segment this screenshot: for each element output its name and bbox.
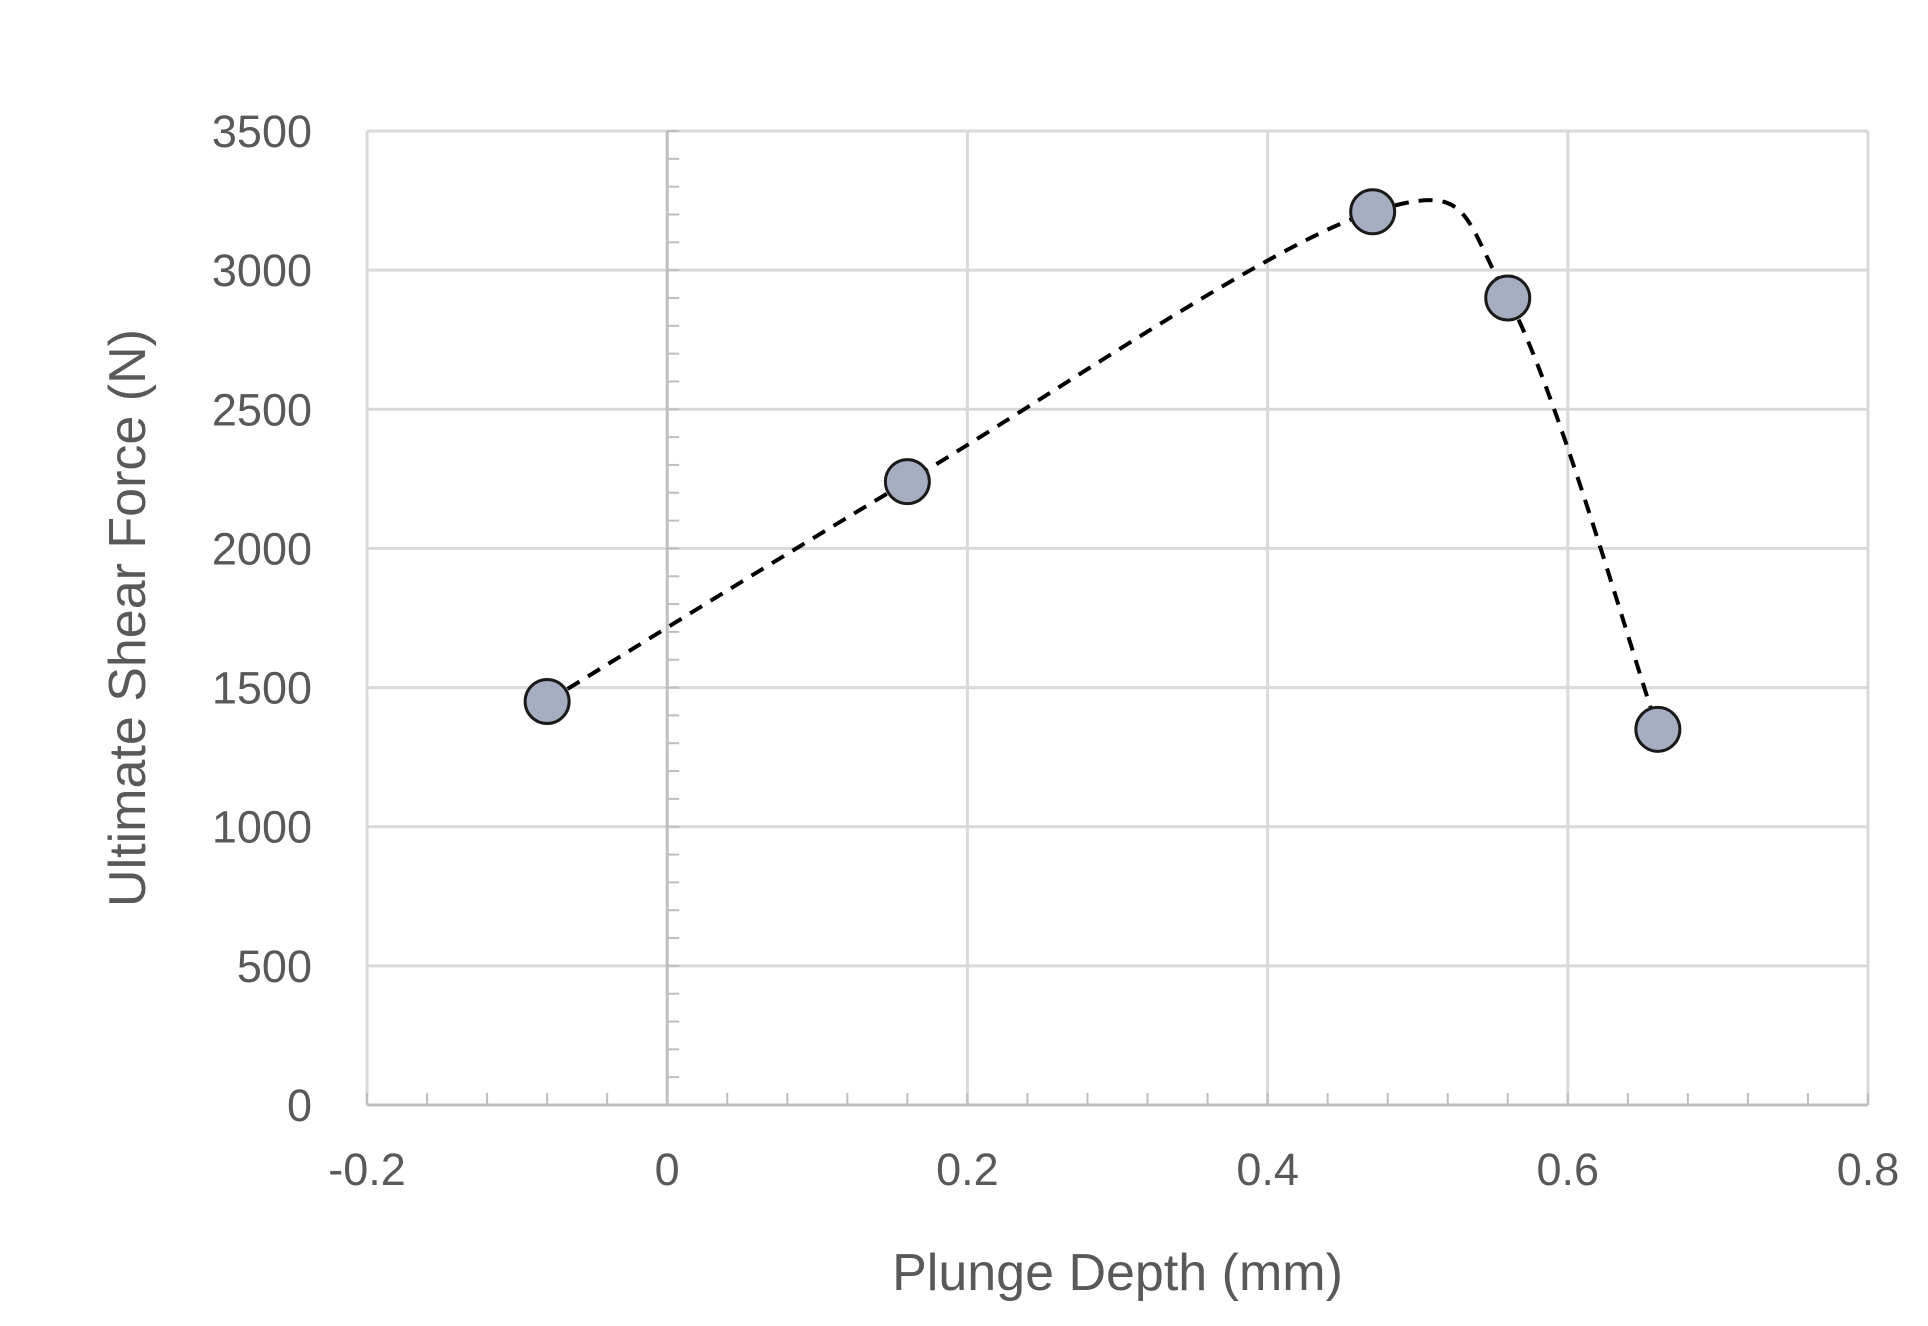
y-axis-title: Ultimate Shear Force (N) (99, 329, 157, 907)
axes (367, 131, 1868, 1107)
y-tick-label: 3500 (212, 106, 312, 157)
y-tick-label: 2500 (212, 384, 312, 435)
x-axis-title: Plunge Depth (mm) (892, 1244, 1343, 1302)
grid-lines (365, 129, 1870, 1105)
y-tick-labels: 0 500 1000 1500 2000 2500 3000 3500 (212, 106, 312, 1131)
x-tick-label: 0 (655, 1144, 680, 1195)
x-tick-label: 0.8 (1837, 1144, 1900, 1195)
trend-line-group (546, 198, 1660, 730)
x-tick-label: 0.4 (1236, 1144, 1299, 1195)
x-tick-labels: -0.2 0 0.2 0.4 0.6 0.8 (328, 1144, 1899, 1195)
minor-ticks (366, 130, 1869, 1106)
x-tick-label: 0.2 (936, 1144, 999, 1195)
data-point (1484, 274, 1532, 322)
data-point (1634, 705, 1682, 753)
y-tick-label: 500 (237, 941, 312, 992)
data-point (1349, 188, 1397, 236)
y-tick-label: 1500 (212, 663, 312, 714)
x-tick-label: -0.2 (328, 1144, 406, 1195)
x-tick-label: 0.6 (1537, 1144, 1600, 1195)
y-tick-label: 2000 (212, 523, 312, 574)
y-tick-label: 0 (287, 1080, 312, 1131)
data-point (523, 677, 571, 725)
y-tick-label: 3000 (212, 245, 312, 296)
y-tick-label: 1000 (212, 802, 312, 853)
data-point (883, 458, 931, 506)
data-points (523, 188, 1682, 753)
trend-line (546, 198, 1660, 730)
